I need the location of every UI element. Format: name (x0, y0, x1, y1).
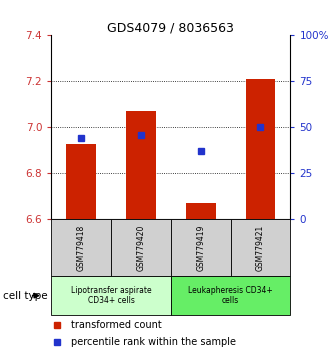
Text: GSM779420: GSM779420 (136, 224, 146, 271)
Bar (171, 276, 290, 315)
Text: Leukapheresis CD34+
cells: Leukapheresis CD34+ cells (188, 286, 273, 305)
Bar (51, 276, 171, 315)
Text: GSM779418: GSM779418 (77, 225, 85, 271)
Text: percentile rank within the sample: percentile rank within the sample (71, 337, 236, 347)
Bar (171, 219, 231, 276)
Text: transformed count: transformed count (71, 320, 162, 330)
Text: cell type: cell type (3, 291, 48, 301)
Title: GDS4079 / 8036563: GDS4079 / 8036563 (107, 21, 234, 34)
Bar (246, 79, 276, 219)
Bar (111, 219, 171, 276)
Text: GSM779419: GSM779419 (196, 224, 205, 271)
Text: Lipotransfer aspirate
CD34+ cells: Lipotransfer aspirate CD34+ cells (71, 286, 151, 305)
Bar (51, 219, 111, 276)
Bar (126, 111, 156, 219)
Bar (186, 203, 215, 219)
Bar (66, 144, 96, 219)
Bar (231, 219, 290, 276)
Text: GSM779421: GSM779421 (256, 225, 265, 271)
